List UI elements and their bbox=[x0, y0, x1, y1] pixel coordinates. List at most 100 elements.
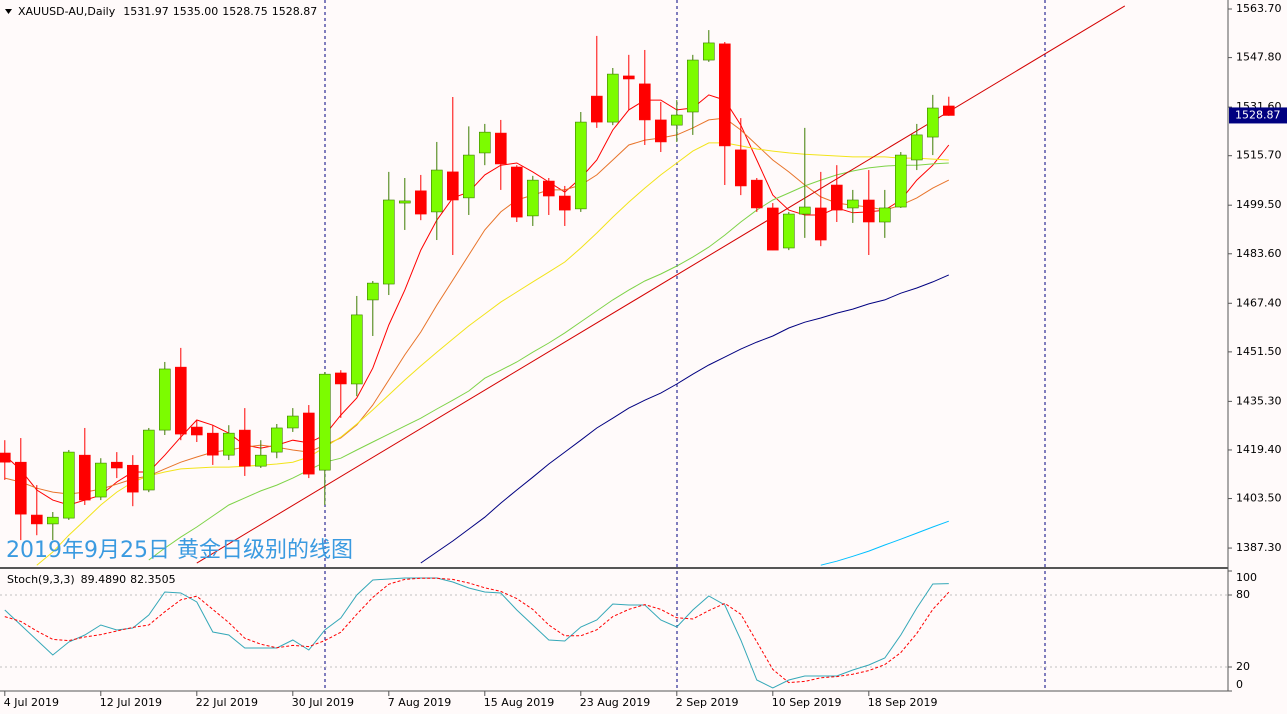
candle-body bbox=[846, 199, 859, 209]
candle-body bbox=[494, 132, 507, 165]
x-tick-label: 30 Jul 2019 bbox=[292, 696, 354, 709]
candle-body bbox=[670, 114, 683, 126]
candle-body bbox=[127, 464, 139, 493]
signal-value: 82.3505 bbox=[130, 573, 176, 586]
candle-body bbox=[382, 199, 395, 285]
x-tick-label: 7 Aug 2019 bbox=[388, 696, 451, 709]
candle-body bbox=[270, 427, 283, 453]
x-tick-label: 18 Sep 2019 bbox=[868, 696, 938, 709]
stoch-panel bbox=[0, 571, 1228, 691]
high-value: 1535.00 bbox=[173, 5, 219, 18]
open-value: 1531.97 bbox=[123, 5, 169, 18]
candle-body bbox=[718, 43, 731, 147]
x-tick-label: 12 Jul 2019 bbox=[100, 696, 162, 709]
chart-header: XAUUSD-AU,Daily 1531.97 1535.00 1528.75 1528… bbox=[18, 5, 317, 18]
x-tick-label: 4 Jul 2019 bbox=[4, 696, 59, 709]
candle-body bbox=[590, 95, 603, 123]
moving-average bbox=[820, 520, 949, 566]
y-tick-label: 1547.80 bbox=[1236, 51, 1282, 64]
main-value: 89.4890 bbox=[81, 573, 127, 586]
candle-body bbox=[910, 134, 923, 161]
candle-body bbox=[622, 75, 635, 80]
y-tick-label: 80 bbox=[1236, 588, 1250, 601]
candle-body bbox=[478, 131, 491, 154]
moving-average bbox=[148, 162, 949, 561]
price-tag-label: 1528.87 bbox=[1235, 108, 1281, 121]
candle-body bbox=[191, 426, 203, 436]
candle-body bbox=[926, 107, 939, 138]
x-tick-label: 15 Aug 2019 bbox=[484, 696, 554, 709]
close-value: 1528.87 bbox=[272, 5, 318, 18]
candle-body bbox=[239, 429, 251, 467]
y-tick-label: 100 bbox=[1236, 571, 1257, 584]
candle-body bbox=[462, 154, 475, 199]
indicator-title: Stoch(9,3,3) bbox=[7, 573, 75, 586]
y-tick-label: 1435.30 bbox=[1236, 394, 1282, 407]
y-tick-label: 1515.70 bbox=[1236, 149, 1282, 162]
y-tick-label: 1467.40 bbox=[1236, 296, 1282, 309]
indicator-header: Stoch(9,3,3) 89.4890 82.3505 bbox=[7, 573, 176, 586]
candle-body bbox=[46, 516, 59, 525]
symbol: XAUUSD-AU,Daily bbox=[18, 5, 116, 18]
y-tick-label: 1387.30 bbox=[1236, 541, 1282, 554]
moving-average bbox=[420, 274, 950, 564]
candle-body bbox=[143, 429, 155, 491]
candle-body bbox=[782, 213, 795, 249]
candle-body bbox=[814, 207, 827, 241]
annotation: 2019年9月25日 黄金日级别的线图 bbox=[6, 538, 353, 563]
stoch-line bbox=[4, 577, 949, 689]
candle-body bbox=[302, 412, 315, 475]
candle-body bbox=[286, 415, 299, 429]
candle-body bbox=[159, 368, 171, 431]
candle-body bbox=[30, 514, 43, 525]
candle-body bbox=[894, 154, 907, 208]
y-tick-label: 0 bbox=[1236, 678, 1243, 691]
menu-arrow bbox=[5, 9, 12, 14]
y-tick-label: 1419.40 bbox=[1236, 443, 1282, 456]
candle-body bbox=[79, 454, 91, 501]
candle-body bbox=[111, 461, 123, 469]
candle-body bbox=[318, 373, 331, 471]
candle-body bbox=[750, 179, 763, 209]
candle-body bbox=[830, 184, 843, 211]
candle-body bbox=[255, 454, 267, 467]
candle-body bbox=[862, 199, 875, 223]
main-panel bbox=[0, 0, 1126, 567]
x-tick-label: 23 Aug 2019 bbox=[580, 696, 650, 709]
low-value: 1528.75 bbox=[222, 5, 268, 18]
candle-body bbox=[526, 179, 539, 217]
candle-body bbox=[510, 166, 523, 218]
candle-body bbox=[15, 461, 27, 515]
x-tick-label: 22 Jul 2019 bbox=[196, 696, 258, 709]
candle-body bbox=[734, 149, 747, 187]
candle-body bbox=[414, 190, 427, 215]
candle-body bbox=[207, 432, 219, 456]
y-tick-label: 20 bbox=[1236, 660, 1250, 673]
y-tick-label: 1563.70 bbox=[1236, 2, 1282, 15]
price-tag bbox=[1229, 107, 1287, 124]
candle-body bbox=[430, 169, 443, 213]
candle-body bbox=[558, 195, 571, 211]
x-tick-label: 2 Sep 2019 bbox=[676, 696, 739, 709]
moving-average bbox=[36, 142, 949, 566]
candle-body bbox=[766, 207, 779, 251]
candle-body bbox=[942, 105, 955, 116]
candle-body bbox=[350, 314, 363, 385]
candle-body bbox=[606, 73, 619, 123]
trendline bbox=[196, 5, 1126, 564]
candle-body bbox=[334, 372, 347, 385]
candle-body bbox=[686, 59, 699, 113]
candle-body bbox=[878, 207, 891, 223]
candle-body bbox=[223, 432, 235, 456]
candle-body bbox=[0, 452, 11, 463]
y-tick-label: 1483.60 bbox=[1236, 247, 1282, 260]
candle-body bbox=[446, 171, 459, 201]
candle-body bbox=[702, 42, 715, 61]
candle-body bbox=[95, 462, 107, 498]
candle-body bbox=[654, 119, 667, 143]
y-tick-label: 1451.50 bbox=[1236, 345, 1282, 358]
moving-average bbox=[4, 94, 950, 506]
y-tick-label: 1499.50 bbox=[1236, 198, 1282, 211]
